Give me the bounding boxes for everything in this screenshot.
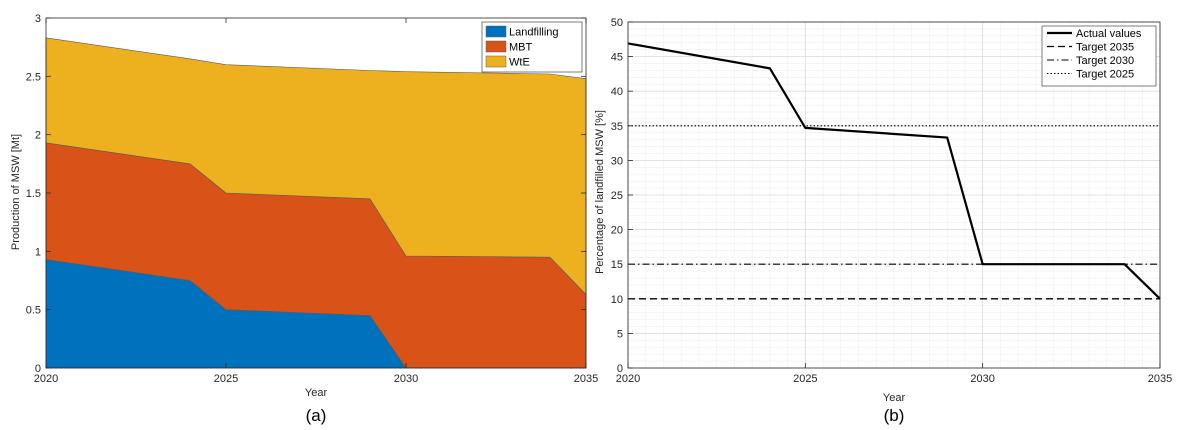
- y-tick-label: 20: [611, 225, 623, 237]
- y-tick-label: 1: [35, 246, 41, 258]
- x-tick-label: 2020: [34, 373, 58, 385]
- legend-label-mbt: MBT: [509, 42, 533, 54]
- y-tick-label: 0: [617, 363, 623, 375]
- legend-box-b: [1041, 25, 1157, 87]
- x-tick-label: 2025: [793, 373, 817, 385]
- x-axis-label-a: Year: [305, 387, 328, 399]
- legend-a: Landfilling MBT WtE: [481, 21, 583, 73]
- y-tick-label: 45: [611, 52, 623, 64]
- area-layers: [45, 37, 587, 369]
- y-tick-label: 0: [35, 363, 41, 375]
- y-axis-label-a: Production of MSW [Mt]: [10, 134, 22, 250]
- legend-swatch-wte: [485, 55, 507, 68]
- legend-label-actual-values: Actual values: [1076, 28, 1142, 40]
- panel-label-a: (a): [306, 406, 327, 425]
- y-tick-label: 2: [35, 130, 41, 142]
- axes-a: [45, 17, 587, 369]
- legend-swatch-mbt: [485, 40, 507, 53]
- legend-label-wte: WtE: [509, 57, 530, 69]
- legend-label-landfilling: Landfilling: [509, 27, 559, 39]
- y-axis-label-b: Percentage of landfilled MSW [%]: [594, 110, 606, 274]
- y-tick-label: 35: [611, 121, 623, 133]
- x-tick-label: 2025: [214, 373, 238, 385]
- x-tick-label: 2035: [574, 373, 598, 385]
- y-tick-label: 2.5: [26, 71, 41, 83]
- y-tick-label: 10: [611, 294, 623, 306]
- legend-swatch-landfilling: [485, 25, 507, 38]
- y-tick-label: 5: [617, 328, 623, 340]
- axes-b: [627, 21, 1161, 369]
- y-tick-label: 50: [611, 17, 623, 29]
- legend-label-target-2030: Target 2030: [1076, 55, 1134, 67]
- y-tick-label: 40: [611, 86, 623, 98]
- y-tick-label: 25: [611, 190, 623, 202]
- x-tick-label: 2020: [616, 373, 640, 385]
- chart-a: 2020 2025 2030 2035 0 0.5 1 1.5 2 2.5 3 Year Produ…: [10, 13, 598, 425]
- y-tick-label: 1.5: [26, 188, 41, 200]
- y-tick-label: 15: [611, 259, 623, 271]
- x-axis-label-b: Year: [883, 392, 906, 404]
- x-tick-label: 2035: [1148, 373, 1172, 385]
- x-tick-label: 2030: [970, 373, 994, 385]
- y-tick-label: 3: [35, 13, 41, 25]
- y-tick-label: 0.5: [26, 305, 41, 317]
- x-tick-label: 2030: [394, 373, 418, 385]
- legend-label-target-2035: Target 2035: [1076, 42, 1134, 54]
- legend-label-target-2025: Target 2025: [1076, 69, 1134, 81]
- y-tick-label: 30: [611, 155, 623, 167]
- panel-label-b: (b): [884, 406, 905, 425]
- tick-labels-a: 2020 2025 2030 2035 0 0.5 1 1.5 2 2.5 3: [26, 13, 599, 385]
- series-lines-b: [627, 42, 1161, 300]
